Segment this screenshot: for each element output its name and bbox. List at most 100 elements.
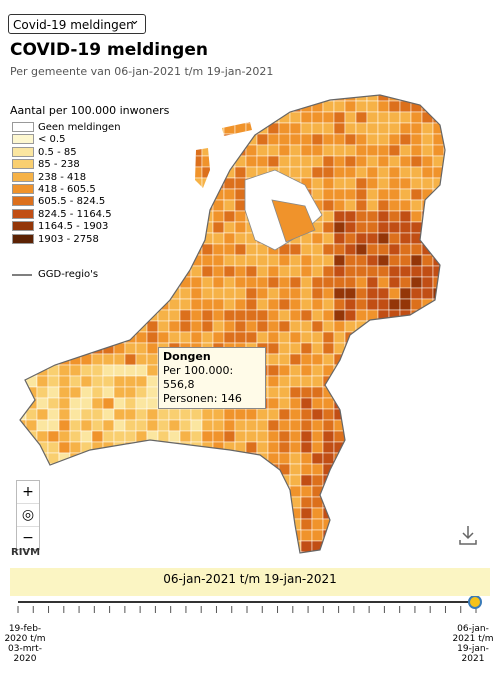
- municipality: [190, 309, 203, 322]
- municipality: [223, 210, 236, 223]
- legend-item: Geen meldingen: [12, 122, 121, 134]
- municipality: [212, 518, 225, 531]
- municipality: [443, 188, 445, 201]
- municipality: [135, 166, 148, 179]
- municipality: [311, 155, 324, 168]
- municipality: [146, 474, 159, 487]
- municipality: [212, 243, 225, 256]
- legend-label: < 0.5: [38, 134, 66, 146]
- municipality: [179, 232, 192, 245]
- municipality: [20, 430, 27, 443]
- municipality: [58, 287, 71, 300]
- municipality: [366, 518, 379, 531]
- municipality: [278, 309, 291, 322]
- municipality: [135, 243, 148, 256]
- municipality: [234, 496, 247, 509]
- municipality: [388, 276, 401, 289]
- municipality: [36, 386, 49, 399]
- zoom-in[interactable]: +: [17, 481, 39, 504]
- municipality: [245, 430, 258, 443]
- municipality: [443, 331, 445, 344]
- municipality: [278, 320, 291, 333]
- municipality: [146, 122, 159, 135]
- municipality: [135, 221, 148, 234]
- municipality: [113, 507, 126, 520]
- municipality: [366, 177, 379, 190]
- municipality: [267, 155, 280, 168]
- municipality: [399, 540, 412, 553]
- municipality: [256, 529, 269, 542]
- municipality: [289, 309, 302, 322]
- municipality: [201, 298, 214, 311]
- municipality: [212, 276, 225, 289]
- municipality: [333, 265, 346, 278]
- municipality: [124, 353, 137, 366]
- municipality: [102, 386, 115, 399]
- municipality: [278, 287, 291, 300]
- municipality: [311, 441, 324, 454]
- municipality: [377, 463, 390, 476]
- municipality: [157, 265, 170, 278]
- municipality: [124, 265, 137, 278]
- municipality: [421, 221, 434, 234]
- municipality: [212, 122, 225, 135]
- municipality: [399, 254, 412, 267]
- municipality: [300, 342, 313, 355]
- municipality: [179, 320, 192, 333]
- municipality: [355, 496, 368, 509]
- municipality: [267, 507, 280, 520]
- municipality: [168, 265, 181, 278]
- municipality: [201, 100, 214, 113]
- municipality: [388, 551, 401, 553]
- municipality: [245, 276, 258, 289]
- municipality: [124, 452, 137, 465]
- download-icon[interactable]: [459, 526, 477, 545]
- municipality: [201, 309, 214, 322]
- municipality: [344, 331, 357, 344]
- municipality: [80, 95, 93, 102]
- municipality: [69, 364, 82, 377]
- municipality: [212, 111, 225, 124]
- municipality: [135, 155, 148, 168]
- tooltip: Dongen Per 100.000: 556,8 Personen: 146: [158, 347, 266, 409]
- municipality: [157, 496, 170, 509]
- municipality: [300, 243, 313, 256]
- municipality: [179, 221, 192, 234]
- municipality: [322, 177, 335, 190]
- municipality: [212, 419, 225, 432]
- municipality: [102, 430, 115, 443]
- municipality: [267, 342, 280, 355]
- municipality: [179, 529, 192, 542]
- municipality: [355, 408, 368, 421]
- dropdown[interactable]: Covid-19 meldingen: [8, 11, 146, 34]
- timeline-handle[interactable]: [468, 595, 482, 609]
- zoom-out[interactable]: −: [22, 530, 34, 546]
- municipality: [333, 529, 346, 542]
- municipality: [20, 276, 27, 289]
- municipality: [58, 100, 71, 113]
- municipality: [69, 518, 82, 531]
- municipality: [102, 529, 115, 542]
- municipality: [377, 287, 390, 300]
- municipality: [388, 177, 401, 190]
- municipality: [377, 331, 390, 344]
- municipality: [399, 155, 412, 168]
- municipality: [432, 430, 445, 443]
- municipality: [432, 177, 445, 190]
- municipality: [311, 133, 324, 146]
- municipality: [333, 309, 346, 322]
- municipality: [58, 386, 71, 399]
- municipality: [80, 309, 93, 322]
- municipality: [212, 430, 225, 443]
- municipality: [234, 199, 247, 212]
- municipality: [201, 419, 214, 432]
- municipality: [168, 331, 181, 344]
- municipality: [190, 221, 203, 234]
- timeline-label-line: 2020: [13, 654, 37, 664]
- locate[interactable]: ◎: [17, 504, 39, 527]
- municipality: [69, 100, 82, 113]
- municipality: [377, 540, 390, 553]
- municipality: [333, 243, 346, 256]
- municipality: [377, 221, 390, 234]
- municipality: [366, 353, 379, 366]
